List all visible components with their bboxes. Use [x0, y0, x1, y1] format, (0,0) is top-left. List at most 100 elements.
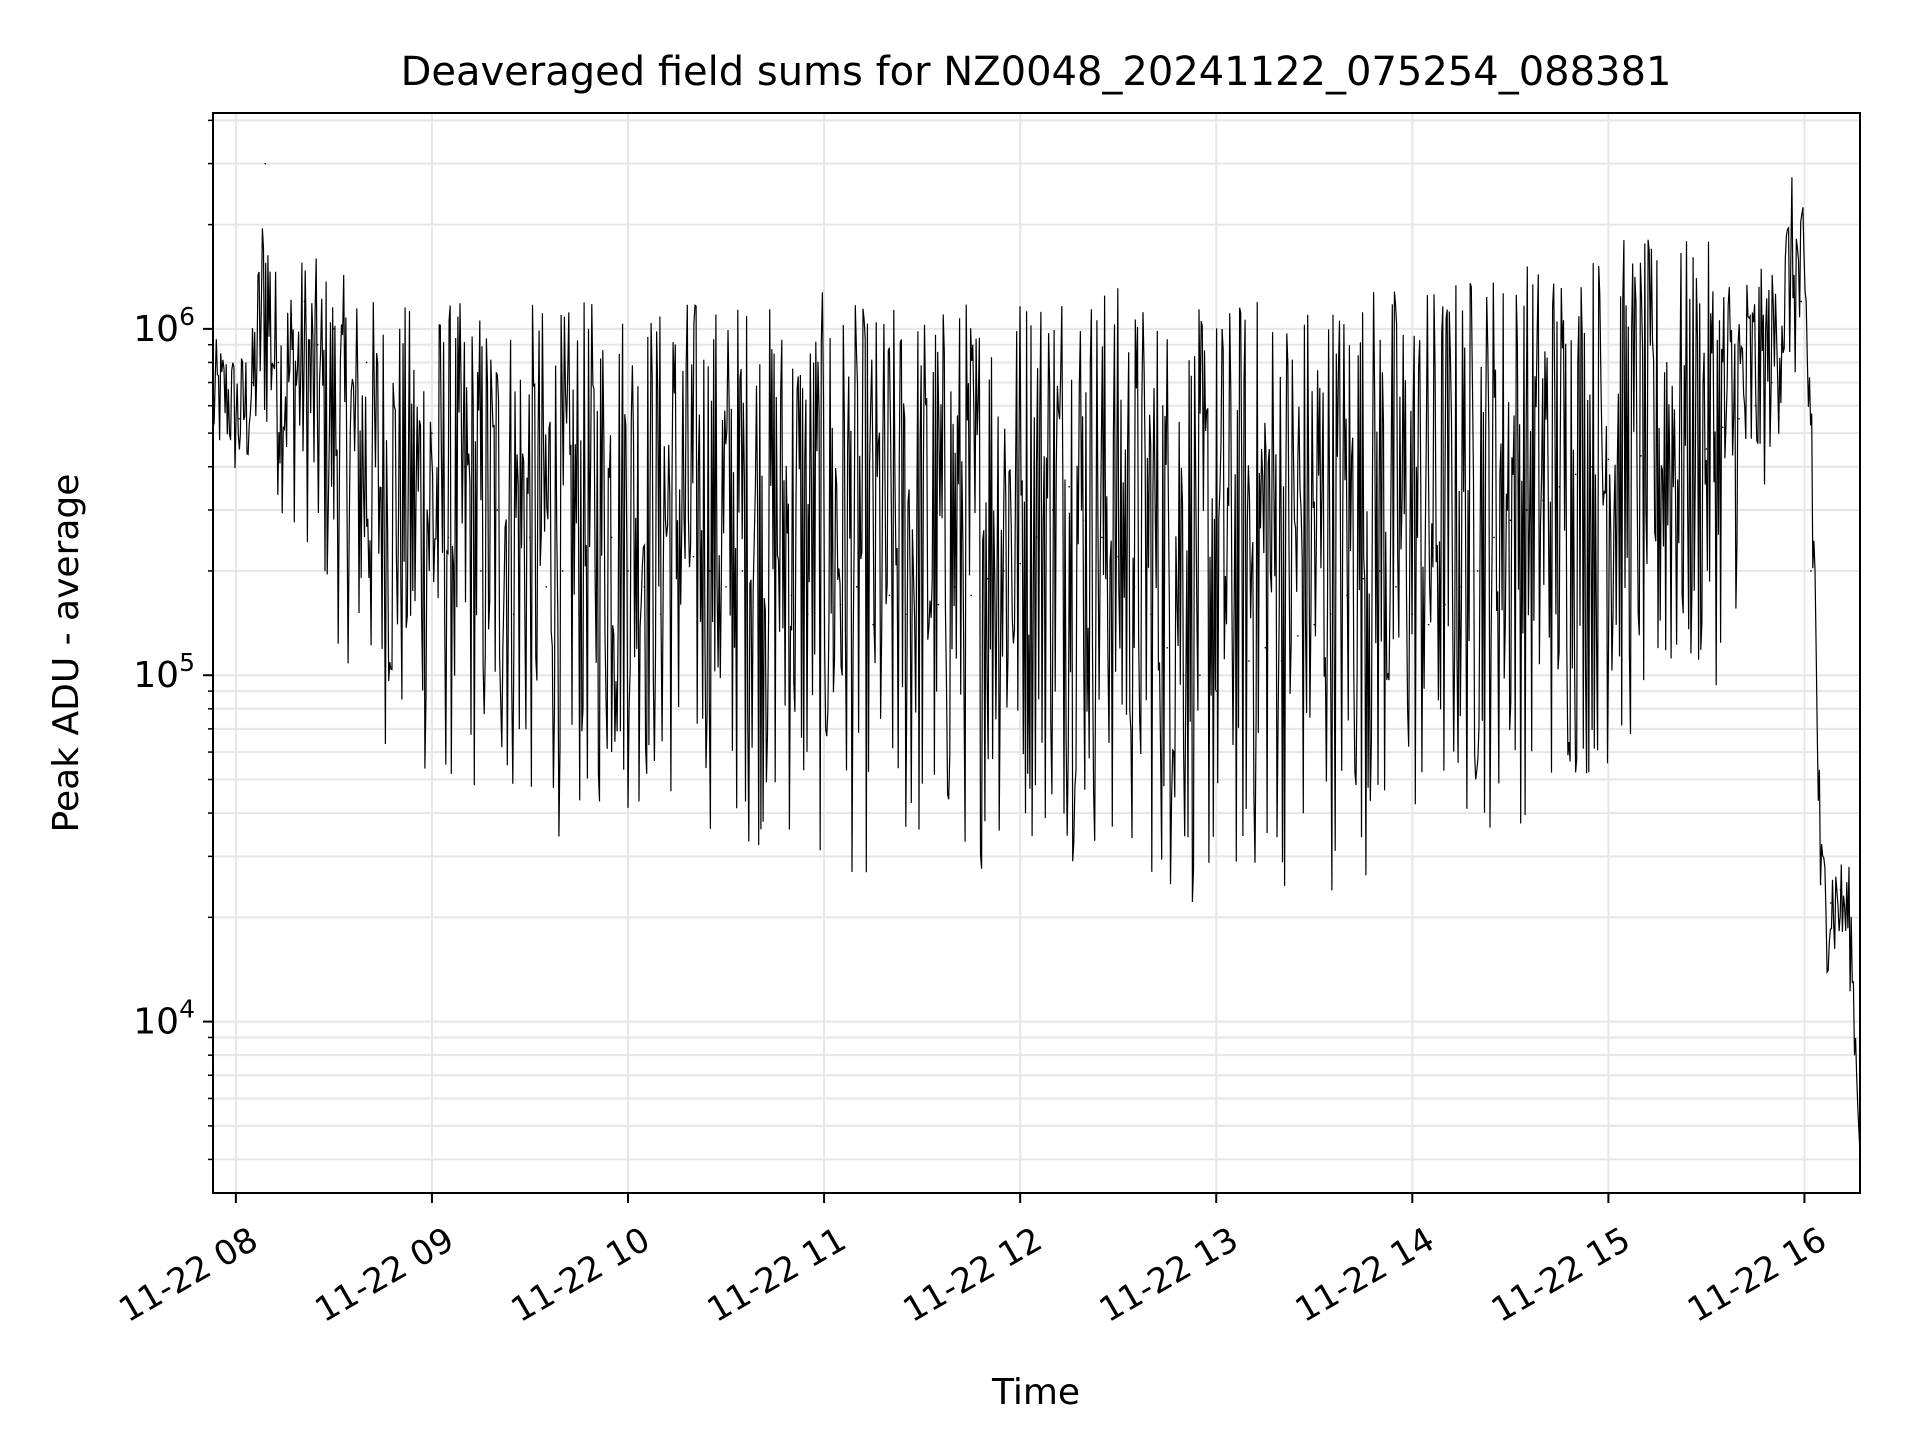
data-point	[431, 432, 433, 434]
data-point	[480, 570, 482, 572]
data-point	[725, 586, 727, 588]
data-point	[545, 586, 548, 588]
data-point	[970, 594, 972, 597]
data-point	[921, 570, 923, 572]
data-point	[1444, 603, 1446, 606]
y-axis-label: Peak ADU - average	[46, 474, 87, 833]
data-point	[1199, 674, 1201, 677]
data-point	[1313, 623, 1316, 626]
data-point	[316, 343, 319, 346]
data-point	[1849, 959, 1851, 962]
data-point	[757, 603, 760, 606]
data-point	[1574, 473, 1577, 476]
data-point	[1672, 438, 1675, 441]
data-point	[1084, 519, 1087, 522]
y-tick-exponent: 4	[179, 995, 195, 1024]
data-point	[839, 603, 842, 606]
data-point	[333, 328, 335, 330]
data-point	[1839, 889, 1842, 891]
data-point	[264, 162, 267, 165]
data-point	[708, 570, 711, 572]
data-point	[954, 586, 956, 588]
data-point	[238, 418, 240, 420]
data-point	[643, 586, 646, 588]
data-point	[1705, 448, 1708, 450]
data-point	[1297, 634, 1299, 637]
data-point	[594, 570, 597, 572]
data-point	[463, 465, 466, 468]
data-point	[806, 613, 809, 616]
y-tick-exponent: 5	[179, 648, 195, 677]
y-tick-label: 106	[133, 302, 195, 350]
data-point	[904, 613, 907, 616]
data-point	[1640, 455, 1642, 457]
data-point	[774, 613, 776, 616]
series-0-trace	[212, 177, 1861, 1155]
y-tick-base: 10	[133, 655, 179, 696]
data-point	[790, 594, 793, 597]
data-point	[382, 404, 384, 407]
data-point	[676, 536, 678, 539]
data-point	[872, 623, 874, 626]
data-point	[447, 536, 450, 539]
data-point	[1790, 223, 1793, 226]
data-point	[823, 570, 825, 572]
data-point	[512, 613, 515, 616]
data-point	[277, 361, 280, 364]
series-group	[212, 162, 1861, 1161]
data-point	[1117, 555, 1119, 558]
chart-title: Deaveraged field sums for NZ0048_2024112…	[401, 49, 1672, 95]
data-point	[1738, 418, 1740, 420]
data-point	[692, 555, 695, 558]
data-point	[741, 570, 744, 572]
data-point	[1019, 562, 1021, 565]
data-point	[1800, 300, 1802, 303]
data-point	[1264, 647, 1267, 649]
data-point	[1346, 594, 1348, 597]
data-point	[1427, 623, 1430, 626]
data-point	[1182, 674, 1185, 677]
data-point	[1411, 613, 1414, 616]
data-point	[1052, 509, 1054, 511]
y-tick-label: 105	[133, 648, 195, 696]
data-point	[1558, 485, 1561, 488]
data-point	[1362, 577, 1365, 580]
data-point	[1770, 381, 1773, 384]
data-point	[1493, 536, 1495, 539]
data-point	[578, 613, 580, 616]
data-point	[414, 509, 417, 511]
data-point	[1721, 426, 1724, 429]
x-axis-label: Time	[991, 1372, 1080, 1413]
data-point	[610, 536, 613, 539]
data-point	[1166, 647, 1169, 649]
data-point	[855, 586, 858, 588]
data-point	[1810, 570, 1812, 572]
data-point	[1460, 586, 1463, 588]
data-point	[627, 570, 629, 572]
data-point	[365, 361, 368, 364]
data-point	[1133, 586, 1136, 588]
data-point	[225, 392, 227, 395]
data-point	[1068, 485, 1070, 488]
data-point	[1248, 660, 1250, 662]
data-point	[1689, 432, 1691, 434]
data-point	[1607, 458, 1610, 461]
data-point	[1035, 536, 1038, 539]
data-point	[1395, 586, 1397, 588]
data-point	[1525, 509, 1528, 511]
data-point	[659, 613, 662, 616]
data-point	[398, 465, 401, 468]
y-tick-base: 10	[133, 309, 179, 350]
data-point	[1819, 882, 1822, 885]
y-tick-base: 10	[133, 1002, 179, 1043]
data-point	[1656, 444, 1659, 447]
data-point	[1476, 570, 1479, 572]
data-point	[1623, 448, 1626, 450]
data-point	[1150, 613, 1152, 616]
data-point	[1542, 499, 1544, 502]
data-point	[496, 509, 499, 511]
data-point	[529, 536, 531, 539]
